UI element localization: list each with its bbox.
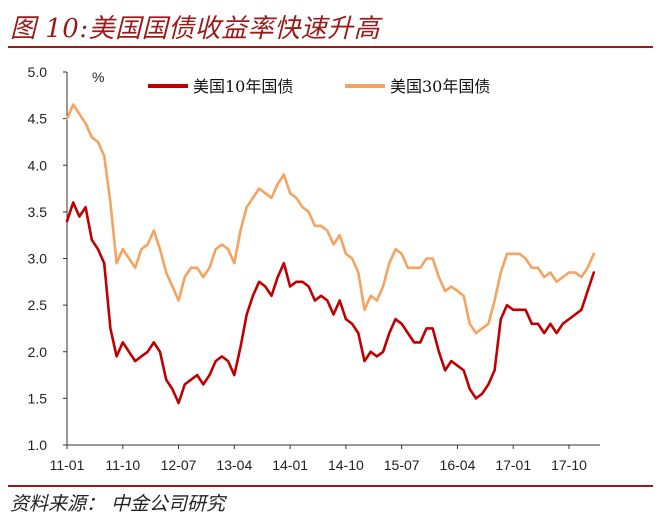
source-note: 资料来源： 中金公司研究 <box>10 493 226 515</box>
figure-title: 图 10:美国国债收益率快速升高 <box>10 14 381 44</box>
series-line-10y <box>65 201 596 405</box>
x-axis: 11-01 11-10 12-07 13-04 14-01 14-10 15-07 16-04… <box>50 444 600 473</box>
y-unit-label: % <box>92 69 104 85</box>
y-tick-label: 3.0 <box>28 251 48 267</box>
x-tick-label: 15-07 <box>384 457 420 473</box>
x-tick-label: 17-10 <box>551 457 587 473</box>
legend: 美国10年国债 美国30年国债 <box>148 77 490 96</box>
x-tick-label: 17-01 <box>495 457 531 473</box>
x-tick-label: 12-07 <box>161 457 197 473</box>
y-tick-label: 4.0 <box>28 157 48 173</box>
y-tick-label: 2.0 <box>28 344 48 360</box>
x-tick-label: 16-04 <box>440 457 476 473</box>
y-tick-label: 3.5 <box>28 204 48 220</box>
x-tick-label: 13-04 <box>216 457 252 473</box>
y-tick-label: 1.0 <box>28 437 48 453</box>
x-tick-label: 11-10 <box>105 457 140 473</box>
y-axis: 1.0 1.5 2.0 2.5 3.0 3.5 4.0 4.5 5.0% <box>28 64 105 453</box>
y-tick-label: 2.5 <box>28 297 48 313</box>
legend-label-30y: 美国30年国债 <box>390 77 490 96</box>
y-tick-label: 5.0 <box>28 64 48 80</box>
series-lines <box>65 103 596 405</box>
y-tick-label: 1.5 <box>28 390 48 406</box>
source-divider <box>8 485 653 487</box>
title-divider <box>8 46 653 48</box>
x-tick-label: 14-10 <box>328 457 364 473</box>
series-line-30y <box>65 103 596 335</box>
x-tick-label: 11-01 <box>50 457 85 473</box>
legend-label-10y: 美国10年国债 <box>193 77 293 96</box>
x-tick-label: 14-01 <box>272 457 308 473</box>
y-tick-label: 4.5 <box>28 111 48 127</box>
